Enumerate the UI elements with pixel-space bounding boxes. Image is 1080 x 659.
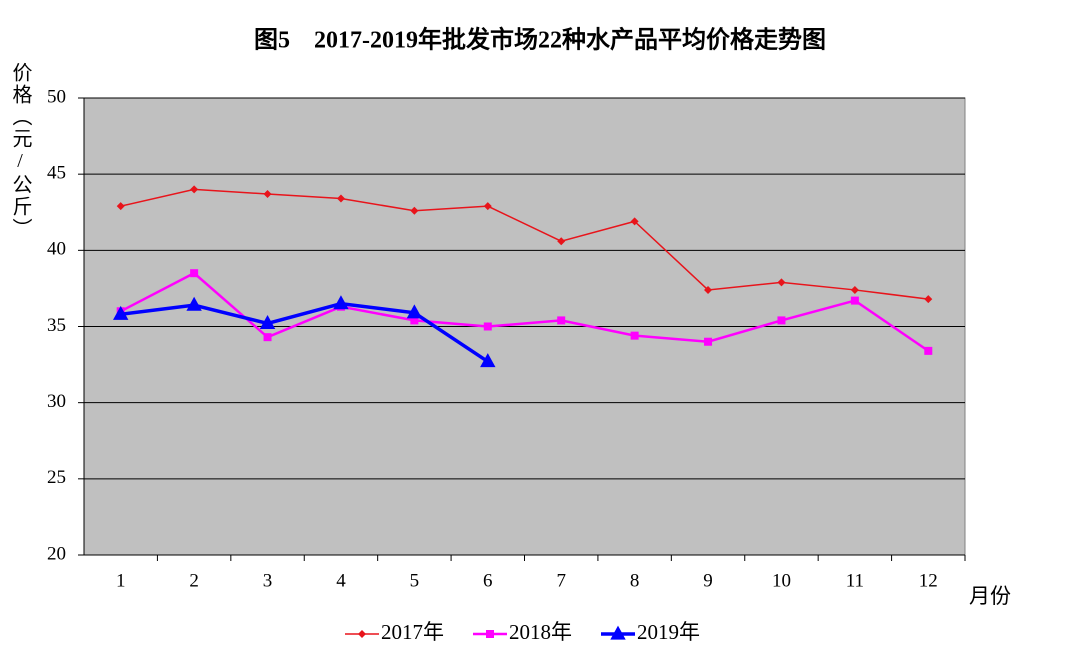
point bbox=[480, 353, 496, 368]
point bbox=[704, 337, 713, 346]
series-line bbox=[120, 271, 929, 352]
chart-title: 图5 2017-2019年批发市场22种水产品平均价格走势图 bbox=[254, 26, 826, 54]
x-tick-label: 2 bbox=[189, 570, 199, 591]
point bbox=[557, 237, 566, 246]
x-tick-label: 5 bbox=[410, 570, 420, 591]
point bbox=[333, 295, 349, 310]
point bbox=[336, 194, 345, 203]
point bbox=[777, 278, 786, 287]
point bbox=[557, 316, 566, 325]
y-tick-label: 50 bbox=[47, 86, 66, 107]
x-tick-label: 10 bbox=[772, 570, 791, 591]
point bbox=[704, 285, 713, 294]
y-tick-label: 20 bbox=[47, 543, 66, 564]
point bbox=[190, 185, 199, 194]
point bbox=[410, 316, 419, 325]
point bbox=[630, 217, 639, 226]
series-line bbox=[120, 301, 489, 363]
point bbox=[483, 202, 492, 211]
x-tick-label: 4 bbox=[336, 570, 346, 591]
legend-label: 2018年 bbox=[509, 620, 572, 644]
series-line bbox=[120, 188, 929, 300]
point bbox=[116, 202, 125, 211]
point bbox=[410, 206, 419, 215]
point bbox=[186, 296, 202, 311]
y-tick-label: 40 bbox=[47, 239, 66, 260]
point bbox=[263, 333, 272, 342]
point bbox=[113, 305, 129, 320]
point bbox=[630, 331, 639, 340]
legend-marker bbox=[486, 630, 494, 638]
point bbox=[263, 189, 272, 198]
x-axis-label: 月份 bbox=[969, 584, 1011, 608]
legend-marker bbox=[358, 630, 366, 638]
y-axis-label: 价格（元/公斤） bbox=[9, 62, 31, 240]
y-tick-label: 35 bbox=[47, 315, 66, 336]
point bbox=[924, 346, 933, 355]
x-tick-label: 8 bbox=[630, 570, 640, 591]
point bbox=[850, 296, 859, 305]
point bbox=[406, 304, 423, 319]
point bbox=[483, 322, 492, 331]
x-tick-label: 9 bbox=[703, 570, 713, 591]
y-tick-label: 45 bbox=[47, 163, 66, 184]
x-tick-label: 7 bbox=[556, 570, 566, 591]
point bbox=[924, 295, 933, 304]
y-tick-label: 25 bbox=[47, 467, 66, 488]
x-tick-label: 12 bbox=[919, 570, 938, 591]
point bbox=[850, 285, 859, 294]
x-tick-label: 11 bbox=[846, 570, 864, 591]
y-tick-label: 30 bbox=[47, 391, 66, 412]
point bbox=[259, 315, 276, 330]
point bbox=[190, 269, 199, 278]
x-tick-label: 1 bbox=[116, 570, 126, 591]
x-tick-label: 3 bbox=[263, 570, 273, 591]
point bbox=[777, 316, 786, 325]
legend-marker bbox=[610, 625, 626, 640]
legend-label: 2017年 bbox=[381, 620, 444, 644]
x-tick-label: 6 bbox=[483, 570, 493, 591]
legend-label: 2019年 bbox=[637, 620, 700, 644]
